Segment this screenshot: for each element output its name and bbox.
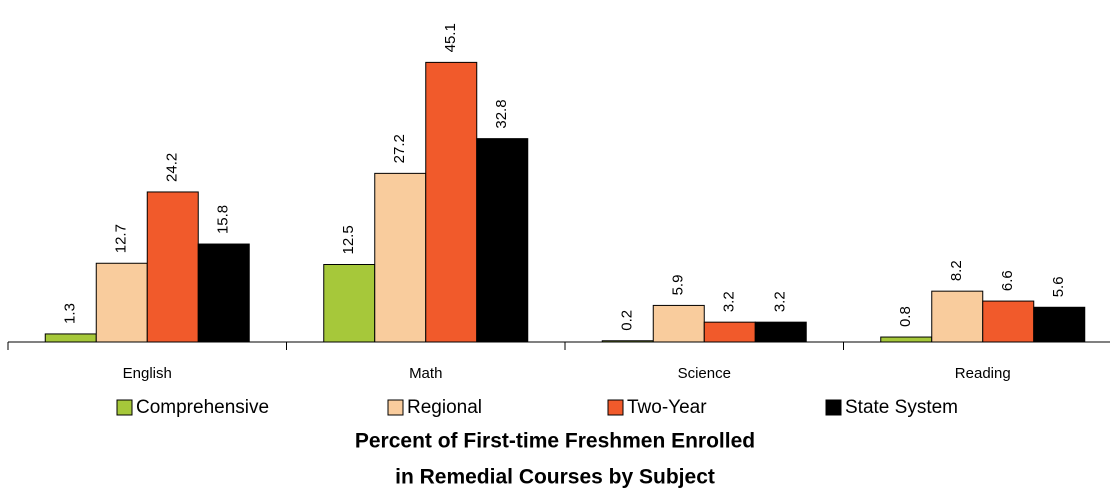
x-tick-label: Math: [409, 365, 442, 382]
value-label: 12.5: [340, 225, 357, 254]
bar: [323, 264, 376, 343]
legend-swatch: [116, 399, 133, 416]
legend-swatch: [607, 399, 624, 416]
bar: [197, 243, 250, 343]
value-label: 8.2: [948, 260, 965, 281]
x-tick-label: Science: [678, 365, 731, 382]
bar: [652, 304, 705, 343]
legend-label: State System: [845, 397, 958, 418]
value-label: 45.1: [442, 23, 459, 52]
value-label: 3.2: [721, 291, 738, 312]
value-label: 12.7: [113, 224, 130, 253]
value-label: 5.9: [670, 275, 687, 296]
bar: [754, 321, 807, 343]
bar: [931, 290, 984, 343]
bar: [146, 191, 199, 343]
value-label: 6.6: [999, 270, 1016, 291]
value-label: 15.8: [215, 205, 232, 234]
bar: [44, 333, 97, 343]
value-label: 1.3: [62, 303, 79, 324]
bar: [1033, 306, 1086, 343]
legend-label: Comprehensive: [136, 397, 269, 418]
value-label: 0.2: [619, 310, 636, 331]
legend-label: Two-Year: [627, 397, 707, 418]
chart-title: Percent of First-time Freshmen Enrolled: [355, 430, 755, 453]
value-label: 0.8: [897, 306, 914, 327]
bar: [95, 262, 148, 343]
chart-title: in Remedial Courses by Subject: [395, 466, 715, 489]
bar: [476, 138, 529, 343]
value-label: 24.2: [164, 153, 181, 182]
value-label: 32.8: [493, 99, 510, 128]
legend-swatch: [825, 399, 842, 416]
bar: [703, 321, 756, 343]
legend-swatch: [387, 399, 404, 416]
legend-label: Regional: [407, 397, 482, 418]
x-tick-label: English: [123, 365, 172, 382]
value-label: 5.6: [1050, 276, 1067, 297]
x-tick-label: Reading: [955, 365, 1011, 382]
value-label: 27.2: [391, 134, 408, 163]
bar: [374, 172, 427, 343]
bar: [982, 300, 1035, 343]
bar: [880, 336, 933, 343]
value-label: 3.2: [772, 291, 789, 312]
bar: [425, 61, 478, 343]
bar: [601, 340, 654, 343]
